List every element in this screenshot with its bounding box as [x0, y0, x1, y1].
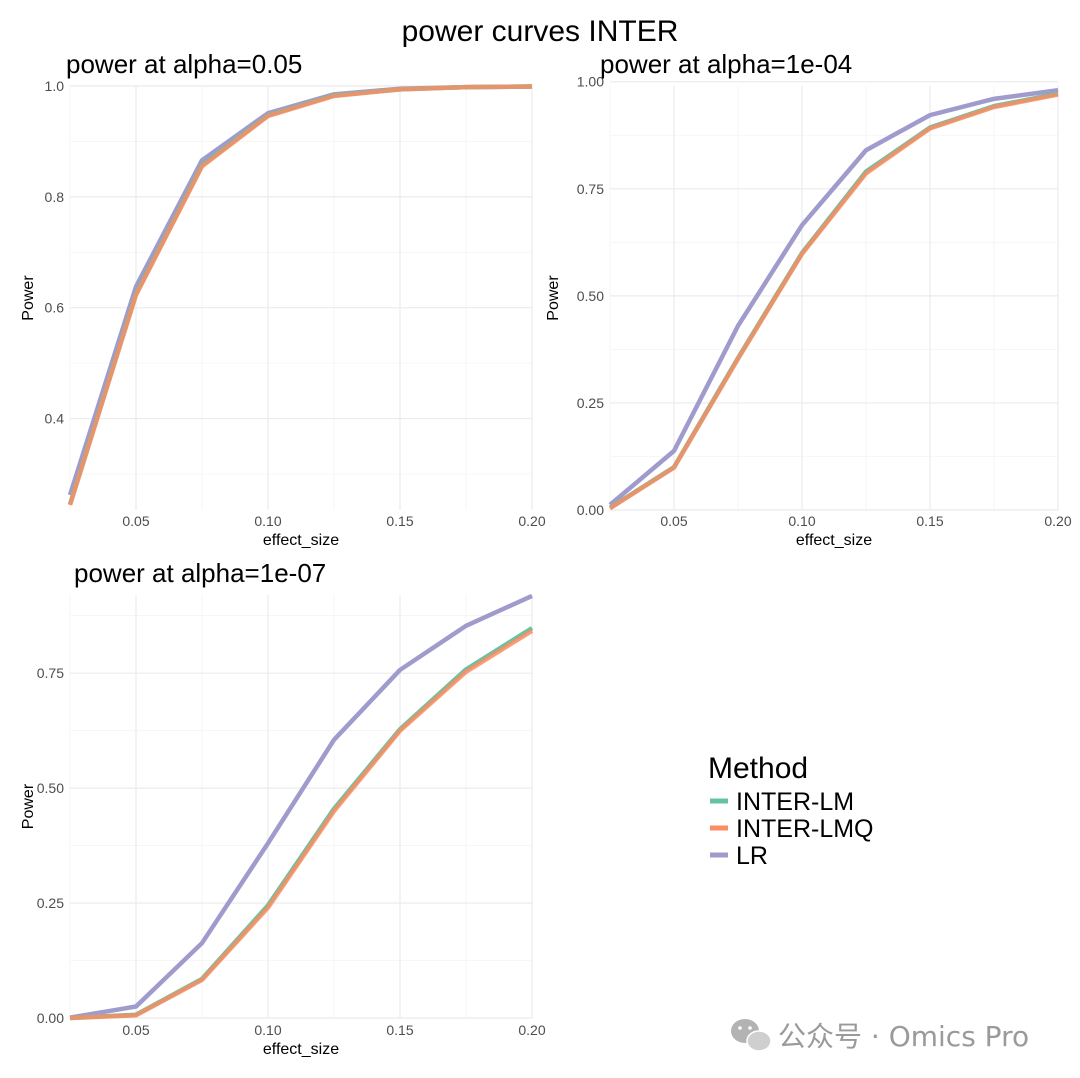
y-tick-label: 0.6: [45, 300, 65, 316]
x-tick-label: 0.05: [122, 513, 149, 529]
series-line-lr: [608, 88, 1059, 507]
series-line-inter-lmq: [69, 628, 534, 1021]
x-tick-label: 0.20: [1044, 513, 1071, 529]
series-line-lr: [69, 593, 533, 1020]
y-tick-label: 0.75: [577, 181, 604, 197]
y-tick-label: 0.00: [37, 1010, 64, 1026]
y-tick-label: 0.75: [37, 665, 64, 681]
x-tick-label: 0.15: [386, 1022, 413, 1038]
legend-label-lr: LR: [736, 842, 768, 870]
legend-entry-lr: LR: [710, 842, 768, 870]
x-tick-label: 0.10: [254, 513, 281, 529]
x-tick-label: 0.05: [122, 1022, 149, 1038]
legend-entry-inter-lm: INTER-LM: [710, 788, 854, 816]
x-tick-label: 0.05: [660, 513, 687, 529]
y-tick-label: 0.25: [577, 395, 604, 411]
legend: Method INTER-LM INTER-LMQ LR: [708, 752, 874, 870]
y-tick-label: 0.50: [37, 780, 64, 796]
x-tick-label: 0.10: [254, 1022, 281, 1038]
figure-title: power curves INTER: [402, 15, 679, 48]
y-tick-label: 0.8: [45, 189, 65, 205]
y-tick-label: 1.0: [45, 78, 65, 94]
y-tick-label: 0.25: [37, 895, 64, 911]
y-axis-title: Power: [20, 275, 37, 321]
x-axis-title: effect_size: [796, 532, 872, 549]
panel-title: power at alpha=1e-07: [74, 558, 326, 588]
watermark-text: 公众号 · Omics Pro: [778, 1020, 1029, 1053]
y-tick-label: 1.00: [577, 74, 604, 90]
legend-label-inter-lm: INTER-LM: [736, 788, 854, 816]
wechat-icon: [731, 1019, 772, 1052]
x-tick-label: 0.20: [518, 513, 545, 529]
x-tick-label: 0.10: [788, 513, 815, 529]
watermark: 公众号 · Omics Pro: [731, 1019, 1029, 1053]
legend-title: Method: [708, 752, 808, 785]
legend-entry-inter-lmq: INTER-LMQ: [710, 815, 874, 843]
panel-title: power at alpha=0.05: [66, 49, 302, 79]
y-axis-title: Power: [20, 783, 37, 829]
panel-alpha-1e-04: 0.05 0.10 0.15 0.20 0.00 0.25 0.50 0.75 1.00 effe…: [545, 49, 1072, 549]
y-axis-title: Power: [545, 275, 562, 321]
x-tick-label: 0.15: [386, 513, 413, 529]
y-tick-label: 0.50: [577, 288, 604, 304]
series-line-inter-lmq: [67, 84, 533, 506]
x-axis-title: effect_size: [263, 532, 339, 549]
y-tick-label: 0.00: [577, 502, 604, 518]
x-axis-title: effect_size: [263, 1041, 339, 1058]
x-tick-label: 0.15: [916, 513, 943, 529]
y-tick-label: 0.4: [45, 411, 65, 427]
series-line-inter-lmq: [608, 92, 1059, 511]
legend-label-inter-lmq: INTER-LMQ: [736, 815, 874, 843]
panel-alpha-1e-07: 0.05 0.10 0.15 0.20 0.00 0.25 0.50 0.75 effect_s…: [20, 558, 546, 1058]
x-tick-label: 0.20: [518, 1022, 545, 1038]
panel-alpha-0.05: 0.05 0.10 0.15 0.20 0.4 0.6 0.8 1.0 effect_size P…: [20, 49, 546, 549]
panel-title: power at alpha=1e-04: [600, 49, 852, 79]
